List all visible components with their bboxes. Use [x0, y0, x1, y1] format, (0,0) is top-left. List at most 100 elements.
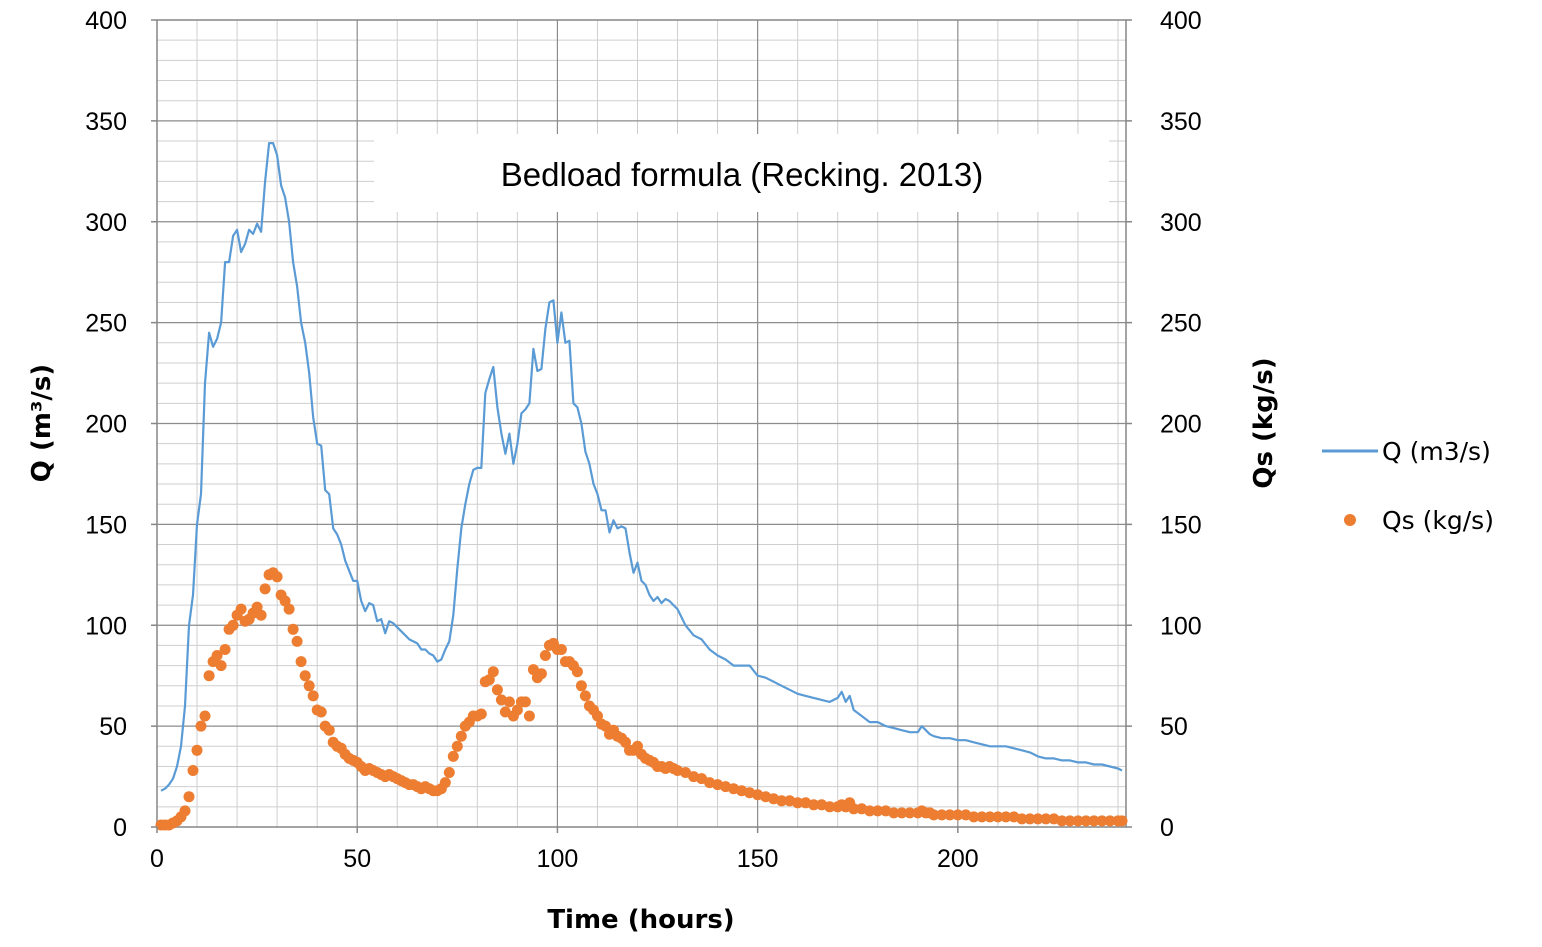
qs-data-point	[1096, 815, 1108, 827]
qs-data-point	[579, 690, 591, 702]
qs-data-point	[1032, 813, 1044, 825]
qs-data-point	[299, 670, 311, 682]
qs-data-point	[872, 805, 884, 817]
qs-data-point	[944, 809, 956, 821]
x-tick-label: 200	[937, 845, 979, 873]
qs-data-point	[503, 696, 515, 708]
x-axis-title: Time (hours)	[547, 905, 734, 935]
qs-data-point	[808, 799, 820, 811]
y-left-tick-label: 50	[99, 713, 127, 741]
x-tick-label: 150	[737, 845, 779, 873]
y-left-tick-label: 150	[85, 511, 127, 539]
y-left-axis-ticks: 0 50 100 150 200 250 300 350 400	[85, 7, 157, 842]
qs-data-point	[968, 811, 980, 823]
series-qs-dots	[155, 567, 1128, 831]
qs-data-point	[992, 811, 1004, 823]
y-left-axis-title: Q (m³/s)	[27, 364, 57, 482]
y-left-tick-label: 400	[85, 7, 127, 35]
qs-data-point	[1024, 813, 1036, 825]
x-tick-label: 50	[343, 845, 371, 873]
qs-data-point	[203, 670, 215, 682]
annotation-box	[374, 134, 1109, 212]
qs-data-point	[447, 750, 459, 762]
qs-data-point	[864, 805, 876, 817]
qs-data-point	[535, 668, 547, 680]
qs-data-point	[555, 644, 567, 655]
qs-data-point	[259, 583, 271, 595]
qs-data-point	[888, 807, 900, 819]
y-right-tick-label: 350	[1160, 108, 1202, 136]
qs-data-point	[575, 680, 587, 692]
y-left-tick-label: 300	[85, 209, 127, 237]
qs-data-point	[199, 710, 211, 722]
qs-data-point	[976, 811, 988, 823]
y-right-tick-label: 50	[1160, 713, 1188, 741]
qs-data-point	[183, 791, 195, 803]
qs-data-point	[519, 696, 531, 708]
qs-data-point	[824, 801, 836, 813]
y-right-axis-ticks: 0 50 100 150 200 250 300 350 400	[1126, 7, 1202, 842]
qs-data-point	[1104, 815, 1116, 827]
legend: Q (m3/s) Qs (kg/s)	[1322, 437, 1494, 535]
qs-data-point	[211, 650, 223, 661]
qs-data-point	[1080, 815, 1092, 827]
qs-data-point	[896, 807, 908, 819]
qs-data-point	[539, 650, 551, 661]
qs-data-point	[848, 803, 860, 815]
qs-data-point	[283, 603, 295, 615]
qs-data-point	[491, 684, 503, 696]
qs-data-point	[451, 740, 463, 752]
qs-data-point	[792, 797, 804, 809]
qs-data-point	[1072, 815, 1084, 827]
qs-data-point	[984, 811, 996, 823]
qs-data-point	[439, 777, 451, 789]
chart-annotation: Bedload formula (Recking. 2013)	[501, 156, 983, 193]
y-right-tick-label: 100	[1160, 612, 1202, 640]
y-right-tick-label: 150	[1160, 511, 1202, 539]
qs-data-point	[928, 809, 940, 821]
qs-data-point	[291, 635, 303, 647]
x-tick-label: 0	[150, 845, 164, 873]
qs-data-point	[219, 644, 231, 655]
legend-q-label: Q (m3/s)	[1382, 437, 1491, 466]
legend-qs-label: Qs (kg/s)	[1382, 506, 1494, 535]
qs-data-point	[195, 720, 207, 732]
qs-data-point	[179, 805, 191, 817]
x-axis-ticks: 0 50 100 150 200	[150, 827, 979, 873]
x-tick-label: 100	[537, 845, 579, 873]
qs-data-point	[287, 623, 299, 635]
qs-data-point	[1088, 815, 1100, 827]
qs-data-point	[235, 603, 247, 615]
y-left-tick-label: 100	[85, 612, 127, 640]
qs-data-point	[776, 795, 788, 807]
qs-data-point	[523, 710, 535, 722]
qs-data-point	[303, 680, 315, 692]
series-q-line	[160, 142, 1123, 792]
qs-data-point	[475, 708, 487, 720]
y-left-tick-label: 0	[113, 814, 127, 842]
qs-data-point	[571, 666, 583, 678]
qs-data-point	[271, 571, 283, 583]
qs-data-point	[952, 809, 964, 821]
qs-data-point	[1040, 813, 1052, 825]
y-right-tick-label: 0	[1160, 814, 1174, 842]
qs-data-point	[1116, 815, 1128, 827]
y-left-tick-label: 200	[85, 411, 127, 439]
y-right-tick-label: 400	[1160, 7, 1202, 35]
qs-data-point	[323, 724, 335, 736]
qs-data-point	[1016, 813, 1028, 825]
qs-data-point	[455, 730, 467, 742]
qs-data-point	[936, 809, 948, 821]
y-right-tick-label: 250	[1160, 310, 1202, 338]
legend-qs-swatch	[1344, 514, 1356, 526]
qs-data-point	[215, 660, 227, 672]
y-left-tick-label: 250	[85, 310, 127, 338]
qs-data-point	[191, 744, 203, 756]
qs-data-point	[255, 609, 267, 621]
qs-data-point	[227, 619, 239, 631]
qs-data-point	[295, 656, 307, 668]
y-left-tick-label: 350	[85, 108, 127, 136]
series-q-path	[160, 142, 1123, 792]
y-right-tick-label: 300	[1160, 209, 1202, 237]
